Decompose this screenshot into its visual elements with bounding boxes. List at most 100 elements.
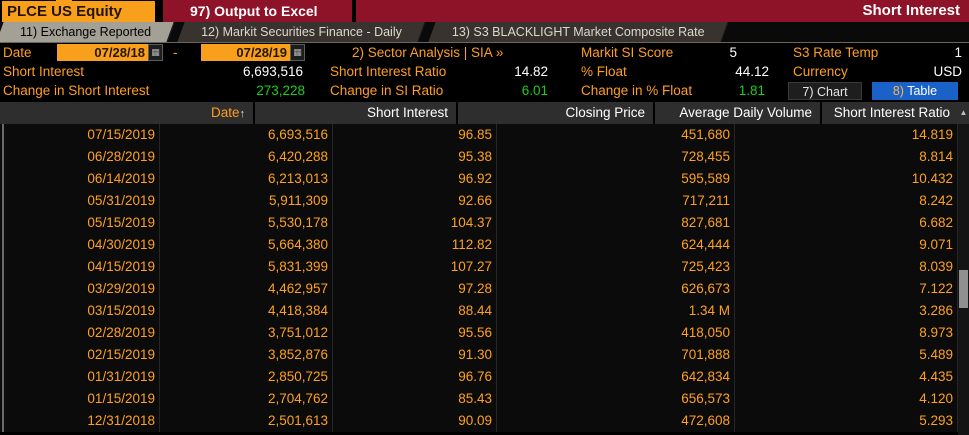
column-header-short-interest-ratio[interactable]: Short Interest Ratio bbox=[822, 102, 958, 124]
short-interest-label: Short Interest bbox=[3, 64, 85, 79]
cell-short-interest-ratio: 3.286 bbox=[735, 300, 958, 322]
cell-avg-daily-volume: 624,444 bbox=[497, 234, 735, 256]
tab-label: 13) S3 BLACKLIGHT Market Composite Rate bbox=[451, 25, 705, 39]
currency-label: Currency bbox=[793, 64, 848, 79]
markit-si-score-value: 5 bbox=[729, 45, 737, 60]
pct-float-label: % Float bbox=[581, 64, 627, 79]
cell-avg-daily-volume: 1.34 M bbox=[497, 300, 735, 322]
cell-short-interest-ratio: 8.242 bbox=[735, 190, 958, 212]
column-header-date[interactable]: Date↑ bbox=[0, 102, 253, 124]
cell-avg-daily-volume: 701,888 bbox=[497, 344, 735, 366]
param-row-2: Short Interest 6,693,516 Short Interest … bbox=[0, 62, 969, 81]
cell-avg-daily-volume: 717,211 bbox=[497, 190, 735, 212]
column-header-avg-daily-volume[interactable]: Average Daily Volume bbox=[655, 102, 820, 124]
table-row[interactable]: 02/15/2019 3,852,876 91.30 701,888 5.489 bbox=[0, 344, 958, 366]
cell-date: 02/28/2019 bbox=[0, 322, 160, 344]
tab-12[interactable]: 12) Markit Securities Finance - Daily bbox=[181, 22, 422, 42]
screen-title: Short Interest bbox=[862, 2, 960, 19]
cell-date: 01/31/2019 bbox=[0, 366, 160, 388]
s3-rate-temp-value: 1 bbox=[954, 45, 962, 60]
s3-rate-temp-label: S3 Rate Temp bbox=[793, 45, 879, 60]
table-row[interactable]: 01/31/2019 2,850,725 96.76 642,834 4.435 bbox=[0, 366, 958, 388]
cell-short-interest-ratio: 5.489 bbox=[735, 344, 958, 366]
short-interest-ratio-label: Short Interest Ratio bbox=[330, 64, 447, 79]
cell-closing-price: 112.82 bbox=[333, 234, 497, 256]
param-row-3: Change in Short Interest 273,228 Change … bbox=[0, 81, 969, 100]
sector-analysis-link[interactable]: 2) Sector Analysis | SIA » bbox=[352, 45, 504, 60]
table-view-button[interactable]: 8) Table bbox=[872, 82, 958, 100]
currency-value: USD bbox=[933, 64, 962, 79]
cell-avg-daily-volume: 827,681 bbox=[497, 212, 735, 234]
cell-short-interest: 3,751,012 bbox=[160, 322, 333, 344]
cell-short-interest: 2,501,613 bbox=[160, 410, 333, 432]
table-row[interactable]: 03/15/2019 4,418,384 88.44 1.34 M 3.286 bbox=[0, 300, 958, 322]
cell-avg-daily-volume: 728,455 bbox=[497, 146, 735, 168]
cell-avg-daily-volume: 656,573 bbox=[497, 388, 735, 410]
date-from-input[interactable] bbox=[57, 44, 148, 61]
cell-date: 06/28/2019 bbox=[0, 146, 160, 168]
table-row[interactable]: 03/29/2019 4,462,957 97.28 626,673 7.122 bbox=[0, 278, 958, 300]
table-row[interactable]: 12/31/2018 2,501,613 90.09 472,608 5.293 bbox=[0, 410, 958, 432]
parameters-panel: Date ▦ - ▦ 2) Sector Analysis | SIA » Ma… bbox=[0, 43, 969, 102]
cell-closing-price: 92.66 bbox=[333, 190, 497, 212]
markit-si-score-label: Markit SI Score bbox=[581, 45, 674, 60]
change-pct-float-value: 1.81 bbox=[738, 83, 765, 98]
scrollbar-thumb[interactable] bbox=[959, 270, 968, 308]
screen-title-bar: Short Interest bbox=[356, 0, 969, 22]
ticker-field[interactable]: PLCE US Equity bbox=[2, 1, 155, 22]
cell-short-interest: 3,852,876 bbox=[160, 344, 333, 366]
cell-avg-daily-volume: 418,050 bbox=[497, 322, 735, 344]
cell-date: 05/15/2019 bbox=[0, 212, 160, 234]
table-row[interactable]: 01/15/2019 2,704,762 85.43 656,573 4.120 bbox=[0, 388, 958, 410]
table-row[interactable]: 05/31/2019 5,911,309 92.66 717,211 8.242 bbox=[0, 190, 958, 212]
calendar-icon[interactable]: ▦ bbox=[290, 44, 305, 61]
table-row[interactable]: 06/28/2019 6,420,288 95.38 728,455 8.814 bbox=[0, 146, 958, 168]
cell-short-interest: 6,213,013 bbox=[160, 168, 333, 190]
chart-view-button[interactable]: 7) Chart bbox=[788, 82, 862, 100]
cell-short-interest-ratio: 4.435 bbox=[735, 366, 958, 388]
cell-short-interest-ratio: 6.682 bbox=[735, 212, 958, 234]
cell-short-interest-ratio: 14.819 bbox=[735, 124, 958, 146]
cell-short-interest-ratio: 9.071 bbox=[735, 234, 958, 256]
cell-short-interest-ratio: 7.122 bbox=[735, 278, 958, 300]
table-row[interactable]: 07/15/2019 6,693,516 96.85 451,680 14.819 bbox=[0, 124, 958, 146]
table-view-label: Table bbox=[907, 84, 938, 98]
cell-date: 03/29/2019 bbox=[0, 278, 160, 300]
table-row[interactable]: 06/14/2019 6,213,013 96.92 595,589 10.432 bbox=[0, 168, 958, 190]
tab-bar: 11) Exchange Reported 12) Markit Securiti… bbox=[0, 22, 969, 43]
table-row[interactable]: 04/30/2019 5,664,380 112.82 624,444 9.071 bbox=[0, 234, 958, 256]
cell-short-interest: 4,462,957 bbox=[160, 278, 333, 300]
column-header-short-interest[interactable]: Short Interest bbox=[255, 102, 456, 124]
date-to-input[interactable] bbox=[201, 44, 290, 61]
table-row[interactable]: 05/15/2019 5,530,178 104.37 827,681 6.682 bbox=[0, 212, 958, 234]
cell-closing-price: 96.76 bbox=[333, 366, 497, 388]
change-si-ratio-label: Change in SI Ratio bbox=[330, 83, 444, 98]
change-short-interest-value: 273,228 bbox=[256, 83, 305, 98]
short-interest-ratio-value: 14.82 bbox=[514, 64, 548, 79]
table-left-edge bbox=[2, 124, 4, 432]
table-row[interactable]: 02/28/2019 3,751,012 95.56 418,050 8.973 bbox=[0, 322, 958, 344]
cell-short-interest: 4,418,384 bbox=[160, 300, 333, 322]
table-row[interactable]: 04/15/2019 5,831,399 107.27 725,423 8.039 bbox=[0, 256, 958, 278]
cell-closing-price: 97.28 bbox=[333, 278, 497, 300]
column-header-closing-price[interactable]: Closing Price bbox=[458, 102, 653, 124]
tab-label: 12) Markit Securities Finance - Daily bbox=[201, 25, 402, 39]
output-to-excel-label: 97) Output to Excel bbox=[190, 3, 318, 19]
tab-13[interactable]: 13) S3 BLACKLIGHT Market Composite Rate bbox=[432, 22, 725, 42]
scroll-up-icon[interactable]: ▲ bbox=[958, 102, 969, 124]
cell-closing-price: 90.09 bbox=[333, 410, 497, 432]
cell-avg-daily-volume: 472,608 bbox=[497, 410, 735, 432]
tab-11[interactable]: 11) Exchange Reported bbox=[0, 22, 171, 42]
cell-short-interest: 5,664,380 bbox=[160, 234, 333, 256]
cell-date: 06/14/2019 bbox=[0, 168, 160, 190]
scrollbar: ▲ bbox=[958, 102, 969, 435]
cell-closing-price: 88.44 bbox=[333, 300, 497, 322]
output-to-excel-button[interactable]: 97) Output to Excel bbox=[163, 0, 352, 22]
title-bar: PLCE US Equity 97) Output to Excel Short… bbox=[0, 0, 969, 22]
calendar-icon[interactable]: ▦ bbox=[148, 44, 163, 61]
cell-closing-price: 85.43 bbox=[333, 388, 497, 410]
short-interest-value: 6,693,516 bbox=[242, 64, 303, 79]
cell-closing-price: 96.92 bbox=[333, 168, 497, 190]
cell-closing-price: 96.85 bbox=[333, 124, 497, 146]
cell-closing-price: 95.38 bbox=[333, 146, 497, 168]
